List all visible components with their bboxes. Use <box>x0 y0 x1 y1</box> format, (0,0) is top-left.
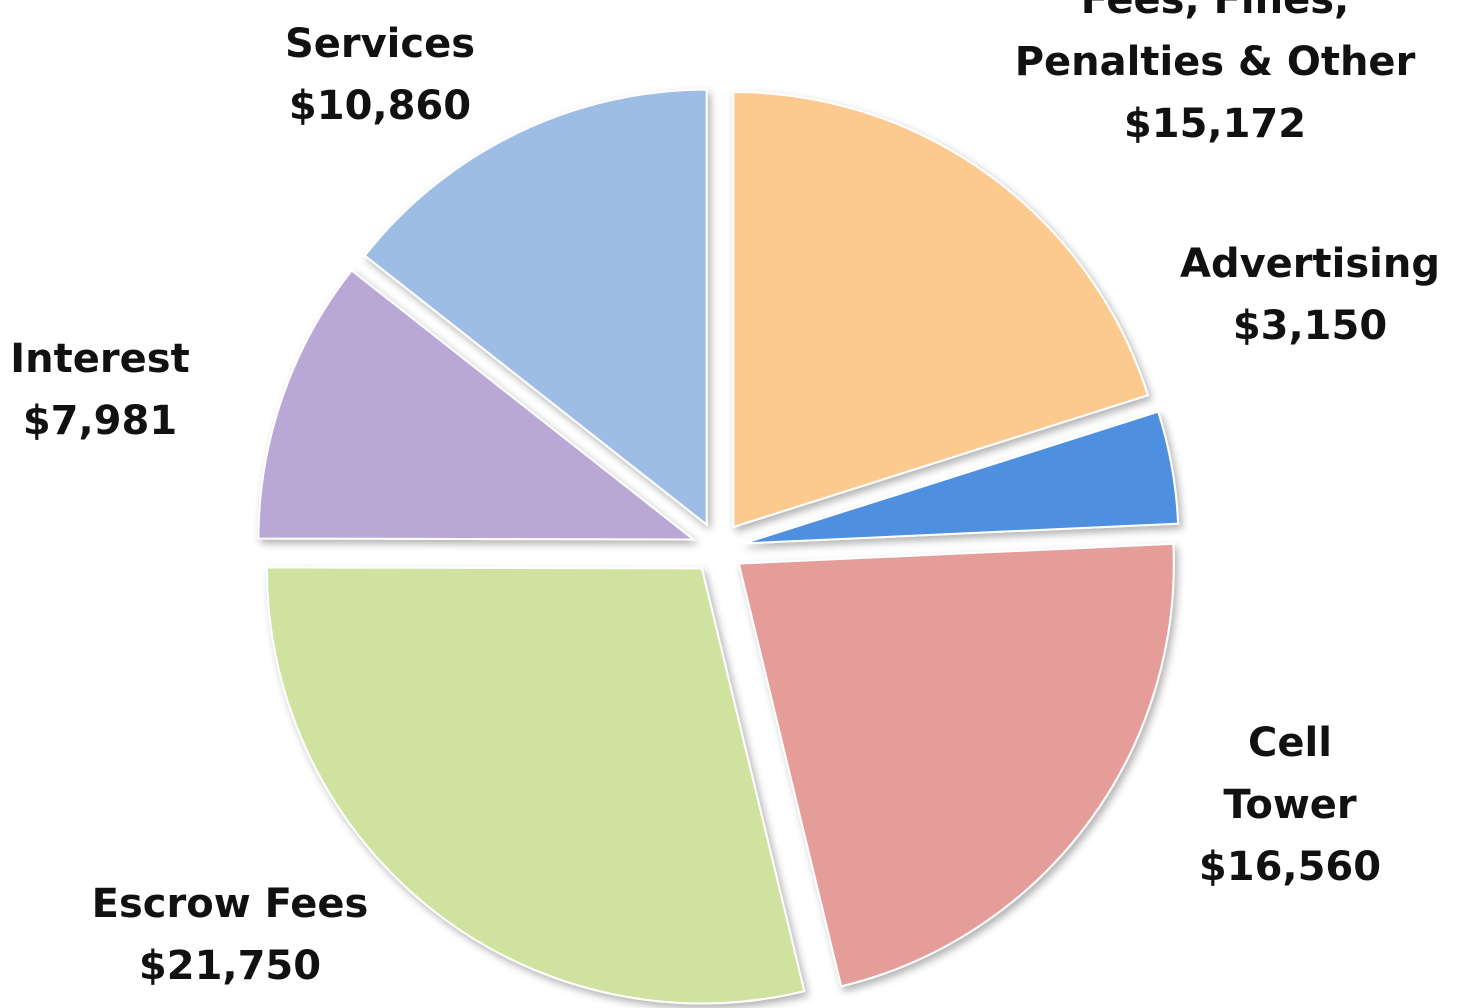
value-label: $15,172 <box>1123 101 1307 147</box>
pie-slice <box>737 542 1175 988</box>
value-label: $10,860 <box>288 83 472 129</box>
pie-slice <box>363 88 708 527</box>
category-label: Cell Tower <box>1223 720 1357 828</box>
category-label: Advertising <box>1180 241 1440 287</box>
category-label: Interest <box>10 336 190 382</box>
category-label: Escrow Fees <box>91 881 369 927</box>
category-label: Fees, Fines, Penalties & Other <box>1014 0 1416 85</box>
slice-label: Services $10,860 <box>285 13 475 137</box>
slice-label: Escrow Fees $21,750 <box>92 873 369 997</box>
pie-slice <box>265 566 806 1005</box>
slice-label: Fees, Fines, Penalties & Other $15,172 <box>975 0 1455 155</box>
value-label: $16,560 <box>1198 844 1382 890</box>
pie-slice <box>743 410 1180 545</box>
pie-slice <box>732 91 1150 529</box>
slice-label: Cell Tower $16,560 <box>1199 712 1381 898</box>
pie <box>257 88 1180 1005</box>
value-label: $21,750 <box>138 943 322 989</box>
value-label: $3,150 <box>1232 303 1388 349</box>
slice-label: Advertising $3,150 <box>1180 233 1440 357</box>
value-label: $7,981 <box>22 398 178 444</box>
pie-slice <box>257 269 697 541</box>
category-label: Services <box>284 21 476 67</box>
slice-label: Interest $7,981 <box>10 328 189 452</box>
